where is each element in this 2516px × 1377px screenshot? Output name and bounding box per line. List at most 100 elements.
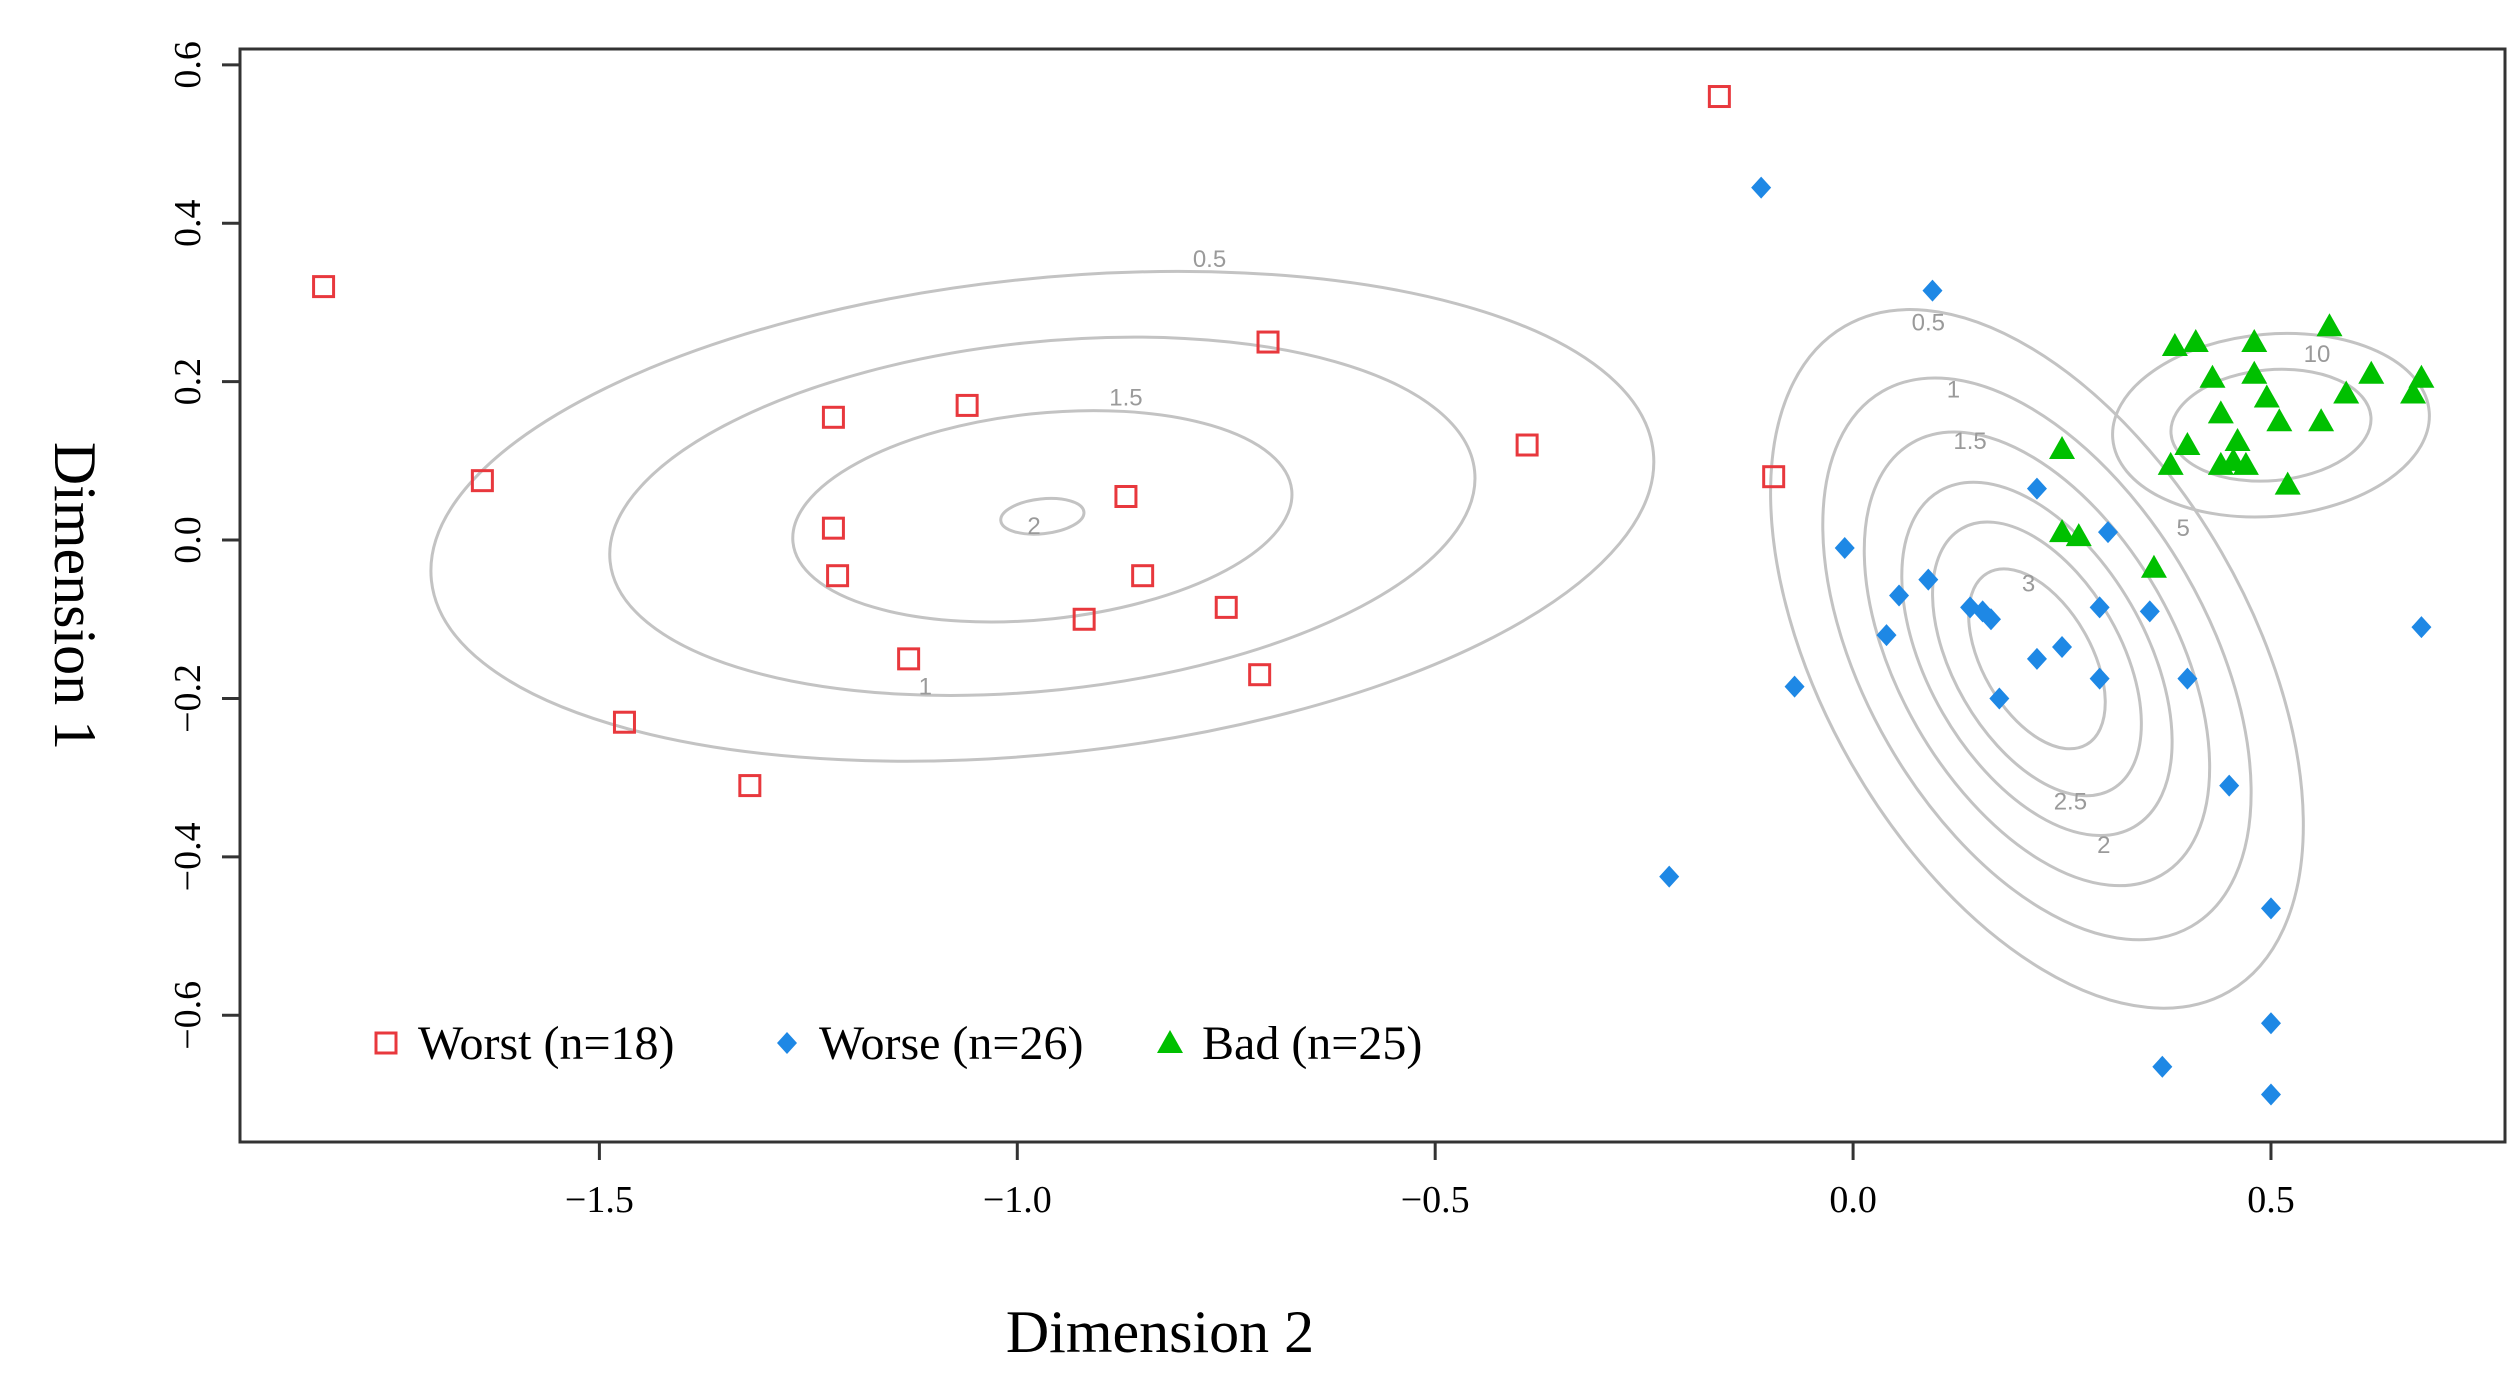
x-tick-label: −1.0 [983, 1179, 1052, 1221]
legend-label: Worse (n=26) [819, 1017, 1083, 1070]
data-point [2140, 554, 2167, 578]
x-tick-label: −0.5 [1401, 1179, 1470, 1221]
data-point [1248, 663, 1272, 687]
data-point [2049, 519, 2076, 543]
data-point [1918, 568, 1939, 591]
contour-label: 1.5 [1953, 428, 1986, 455]
data-point [2232, 451, 2259, 475]
data-point [821, 405, 845, 429]
data-point [2152, 1055, 2173, 1078]
data-point [2065, 523, 2092, 547]
data-point [2219, 774, 2240, 797]
contour-label: 5 [2177, 515, 2190, 542]
y-axis-title: Dimension 1 [42, 442, 108, 750]
data-point [2308, 408, 2335, 432]
data-point [2049, 435, 2076, 459]
data-point [2182, 329, 2209, 353]
data-point [738, 774, 762, 798]
density-contours: 0.5 1 1.5 2 0.5 1 1.5 2 2.5 3 5 10 [429, 246, 2431, 1010]
data-point [1707, 85, 1731, 109]
contour-label: 1.5 [1109, 384, 1142, 411]
data-point [1834, 536, 1855, 559]
data-point [2411, 616, 2432, 639]
data-point [897, 647, 921, 671]
scatter-points [312, 85, 2435, 1106]
contour-line [2169, 367, 2373, 483]
x-axis: −1.5 −1.0 −0.5 0.0 0.5 [565, 1142, 2295, 1221]
data-point [2199, 364, 2226, 388]
y-tick-label: −0.4 [167, 822, 209, 891]
contour-label: 2 [2097, 832, 2110, 859]
data-point [821, 516, 845, 540]
data-point [2400, 380, 2427, 404]
data-point [1876, 624, 1897, 647]
data-point [2260, 1012, 2281, 1035]
data-point [1659, 865, 1680, 888]
data-point [1256, 330, 1280, 354]
contour-line [1821, 376, 2253, 942]
data-point [2274, 471, 2301, 495]
data-point [1214, 595, 1238, 619]
contour-line [999, 496, 1086, 536]
data-point [2139, 600, 2160, 623]
data-point [2358, 360, 2385, 384]
data-point [1989, 687, 2010, 710]
data-point [2207, 400, 2234, 424]
data-point [1784, 675, 1805, 698]
contour-line [608, 335, 1477, 697]
contour-label: 2.5 [2054, 788, 2087, 815]
data-point [2052, 635, 2073, 658]
data-point [1114, 484, 1138, 508]
legend-label: Bad (n=25) [1202, 1017, 1422, 1070]
contour-line [791, 409, 1294, 624]
y-tick-label: 0.2 [167, 358, 209, 406]
data-point [2157, 451, 2184, 475]
x-tick-label: 0.5 [2247, 1179, 2295, 1221]
data-point [955, 393, 979, 417]
data-point [2333, 380, 2360, 404]
contour-line [1862, 430, 2212, 888]
data-point [2260, 1083, 2281, 1106]
data-point [2260, 897, 2281, 920]
data-point [2408, 364, 2435, 388]
legend-marker [777, 1032, 797, 1054]
data-point [1889, 584, 1910, 607]
contour-line [1967, 567, 2107, 751]
legend-marker [374, 1031, 398, 1055]
data-point [2026, 477, 2047, 500]
data-point [1131, 564, 1155, 588]
contour-label: 0.5 [1193, 246, 1226, 273]
x-tick-label: 0.0 [1829, 1179, 1877, 1221]
y-tick-label: −0.6 [167, 981, 209, 1050]
plot-frame [238, 47, 2507, 1144]
contour-line [2111, 331, 2431, 519]
contour-line [1931, 520, 2143, 798]
data-point [1980, 608, 2001, 631]
legend-label: Worst (n=18) [418, 1017, 675, 1070]
data-point [1922, 279, 1943, 302]
y-tick-label: −0.2 [167, 664, 209, 733]
data-point [2174, 432, 2201, 456]
data-point [826, 564, 850, 588]
y-axis: −0.6 −0.4 −0.2 0.0 0.2 0.4 0.6 [167, 41, 240, 1050]
data-point [312, 275, 336, 299]
data-point [2161, 333, 2188, 357]
legend-marker [1157, 1030, 1183, 1053]
data-point [2266, 408, 2293, 432]
data-point [2316, 313, 2343, 337]
series-bad [2049, 313, 2435, 578]
data-point [2177, 667, 2198, 690]
data-point [1072, 607, 1096, 631]
data-point [470, 469, 494, 493]
contour-line [1900, 480, 2174, 837]
x-tick-label: −1.5 [565, 1179, 634, 1221]
data-point [1515, 433, 1539, 457]
contour-line [429, 269, 1656, 763]
contour-label: 1 [919, 674, 932, 701]
data-point [1762, 465, 1786, 489]
contour-label: 3 [2022, 571, 2035, 598]
data-point [2026, 647, 2047, 670]
legend: Worst (n=18) Worse (n=26) Bad (n=25) [374, 1017, 1422, 1070]
data-point [2241, 360, 2268, 384]
data-point [2089, 596, 2110, 619]
